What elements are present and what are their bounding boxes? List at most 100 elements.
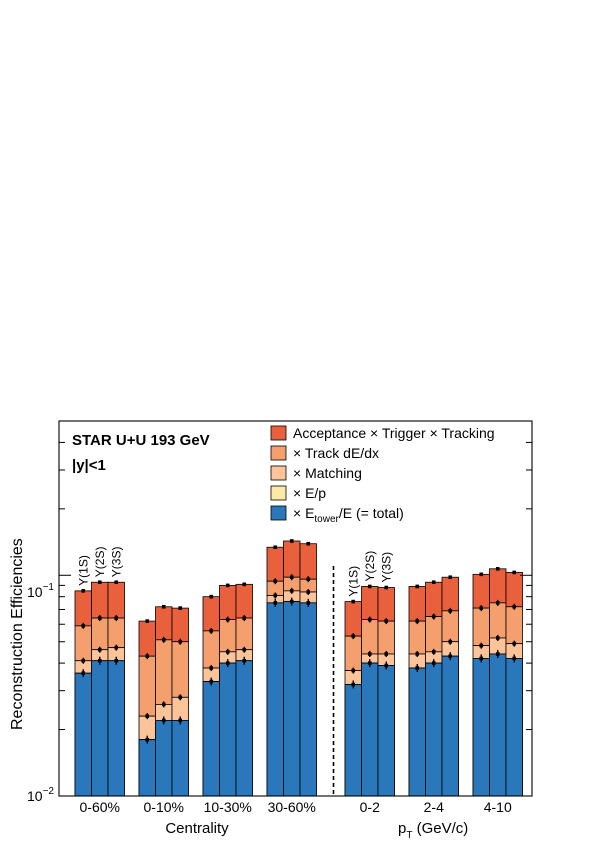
x-group-label: 0-2 [360, 799, 380, 815]
bar-segment-dedx [171, 641, 189, 698]
legend: Acceptance × Trigger × Tracking × Track … [270, 425, 495, 525]
bar-segment-acceptance [377, 587, 395, 622]
error-bar [81, 657, 86, 664]
bar-segment-etower [138, 739, 156, 797]
error-bar [97, 580, 102, 585]
bar-segment-acceptance [219, 584, 237, 620]
bar-segment-acceptance [91, 581, 109, 619]
error-bar [351, 633, 356, 640]
bar-segment-etower [219, 662, 237, 797]
error-bar [448, 607, 453, 614]
error-bar [242, 615, 247, 622]
error-bar [448, 638, 453, 645]
error-bar [209, 627, 214, 634]
bar-segment-dedx [91, 617, 109, 651]
axis-ticks [59, 420, 532, 797]
error-bar [367, 584, 372, 589]
bar-segment-acceptance [361, 586, 379, 620]
bar-segment-dedx [408, 620, 426, 655]
bar-segment-etower [266, 602, 284, 797]
error-bar [367, 659, 372, 668]
labels-layer: 0-60% 0-10% 10-30% 30-60% 0-2 2-4 4-10Υ(1S) Υ(2… [76, 547, 512, 815]
bar-segment-dedx [107, 617, 125, 649]
error-bar [161, 701, 166, 708]
bar-segment-etower [155, 720, 173, 797]
state-label: Υ(3S) [379, 552, 393, 583]
error-bar [178, 638, 183, 645]
y-tick-mantissa: 10 [27, 788, 43, 804]
y-tick-exponent: −2 [43, 786, 55, 797]
error-bar [289, 539, 294, 543]
bar-segment-etower [441, 655, 459, 797]
collision-system-label: STAR U+U 193 GeV [72, 432, 210, 449]
bar-segment-acceptance [74, 590, 92, 627]
legend-etower-prefix: × E [293, 505, 314, 521]
bar-segment-acceptance [283, 540, 301, 578]
legend-label-matching: × Matching [293, 465, 362, 481]
error-bar [384, 618, 389, 625]
x-group-label: 0-60% [80, 799, 120, 815]
error-bar [479, 642, 484, 649]
legend-swatch-etower [270, 505, 287, 521]
bar-segment-dedx [425, 616, 443, 653]
error-bar [495, 566, 500, 571]
bar-segment-acceptance [344, 601, 362, 637]
x-group-label: 2-4 [424, 799, 444, 815]
y-tick-label: 10−2 [27, 786, 54, 804]
bar-segment-acceptance [489, 568, 507, 604]
error-bar [178, 606, 183, 610]
error-bar [114, 656, 119, 665]
plot-frame [58, 420, 533, 797]
error-bar [225, 583, 230, 588]
bar-segment-dedx [219, 619, 237, 653]
error-bar [81, 669, 86, 678]
legend-swatch-matching [270, 465, 287, 481]
bar-segment-etower [505, 658, 523, 797]
y-tick-label: 10−1 [27, 582, 54, 600]
bar-segment-acceptance [299, 543, 317, 580]
error-bar [225, 659, 230, 668]
bar-segment-etower [202, 681, 220, 797]
state-label: Υ(2S) [363, 551, 377, 582]
x-group-label: 0-10% [144, 799, 184, 815]
error-bar [367, 616, 372, 623]
bar-segment-dedx [155, 639, 173, 705]
error-bars-layer [81, 539, 517, 744]
error-bar [415, 618, 420, 625]
error-bar [431, 648, 436, 655]
bar-segment-etower [489, 653, 507, 797]
error-bar [306, 541, 311, 546]
bar-segment-dedx [489, 602, 507, 639]
error-bar [145, 735, 150, 744]
bar-segment-etower [107, 660, 125, 797]
y-tick-exponent: −1 [43, 582, 55, 593]
error-bar [351, 667, 356, 674]
error-bar [431, 613, 436, 620]
error-bar [178, 716, 183, 725]
error-bar [161, 636, 166, 643]
error-bar [289, 597, 294, 606]
legend-swatch-ep [270, 485, 287, 501]
error-bar [479, 605, 484, 612]
bar-segment-acceptance [235, 583, 253, 619]
error-bar [351, 680, 356, 689]
bar-segment-acceptance [266, 546, 284, 582]
error-bar [145, 713, 150, 720]
pt-unit: (GeV/c) [412, 820, 468, 837]
error-bar [242, 646, 247, 653]
error-bar [81, 622, 86, 629]
error-bar [242, 656, 247, 665]
error-bar [97, 646, 102, 653]
bar-segment-dedx [74, 625, 92, 662]
bar-segment-acceptance [472, 573, 490, 609]
error-bar [97, 615, 102, 622]
error-bar [114, 580, 119, 585]
pt-symbol: p [398, 820, 406, 837]
error-bar [415, 664, 420, 673]
error-bar [289, 587, 294, 594]
error-bar [161, 604, 166, 609]
error-bar [512, 603, 517, 610]
bar-segment-acceptance [138, 620, 156, 657]
pt-subscript: T [406, 830, 412, 840]
bar-segment-dedx [505, 606, 523, 645]
